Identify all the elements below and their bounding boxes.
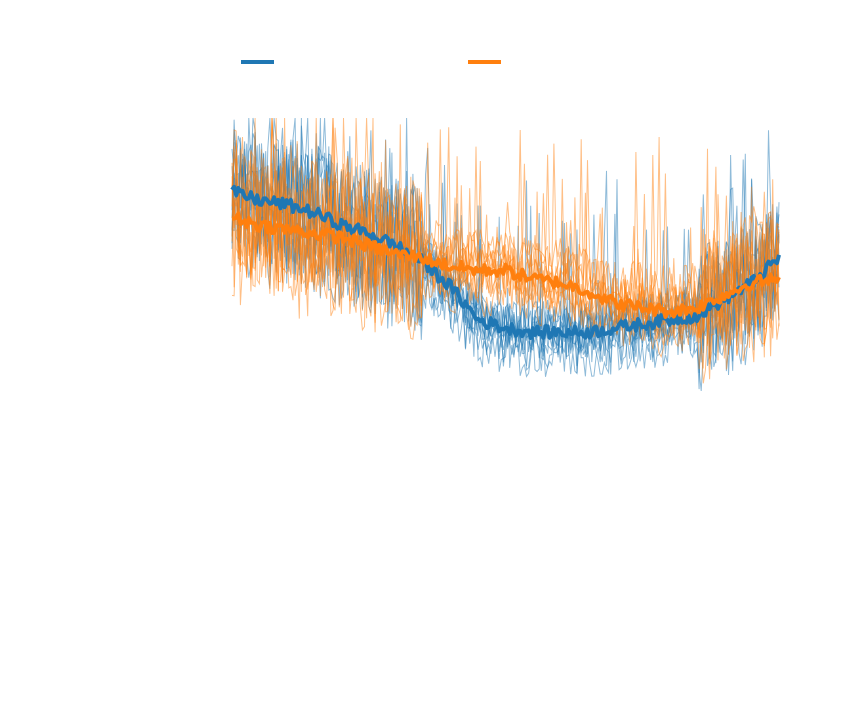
mean-line-0 — [230, 184, 781, 340]
mean-lines — [230, 184, 781, 340]
mean-line-1 — [231, 211, 781, 319]
run-line-0-8 — [231, 117, 780, 347]
run-lines — [231, 117, 780, 392]
